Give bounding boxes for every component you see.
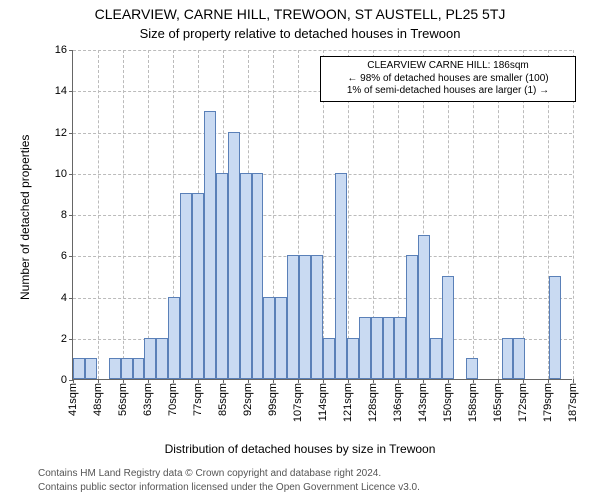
x-tick: 77sqm <box>192 379 204 416</box>
histogram-bar <box>335 173 347 379</box>
y-tick: 6 <box>61 250 73 262</box>
histogram-bar <box>466 358 478 379</box>
gridline-v <box>98 50 99 379</box>
y-axis-label: Number of detached properties <box>18 135 32 300</box>
x-tick: 92sqm <box>242 379 254 416</box>
x-tick: 158sqm <box>467 379 479 422</box>
histogram-bar <box>133 358 145 379</box>
histogram-bar <box>168 297 180 380</box>
histogram-bar <box>180 193 192 379</box>
page-title: CLEARVIEW, CARNE HILL, TREWOON, ST AUSTE… <box>0 6 600 22</box>
x-tick: 179sqm <box>542 379 554 422</box>
histogram-bar <box>311 255 323 379</box>
y-tick: 16 <box>55 44 73 56</box>
x-axis-label: Distribution of detached houses by size … <box>0 442 600 456</box>
histogram-bar <box>263 297 275 380</box>
x-tick: 143sqm <box>417 379 429 422</box>
x-tick: 56sqm <box>117 379 129 416</box>
x-tick: 114sqm <box>317 379 329 421</box>
x-tick: 128sqm <box>367 379 379 422</box>
annotation-line2: ← 98% of detached houses are smaller (10… <box>326 73 570 86</box>
histogram-bar <box>109 358 121 379</box>
histogram-bar <box>156 338 168 379</box>
x-tick: 99sqm <box>267 379 279 416</box>
histogram-bar <box>252 173 264 379</box>
x-tick: 121sqm <box>342 379 354 422</box>
annotation-line3: 1% of semi-detached houses are larger (1… <box>326 85 570 98</box>
histogram-bar <box>121 358 133 379</box>
x-tick: 172sqm <box>517 379 529 422</box>
y-tick: 8 <box>61 209 73 221</box>
histogram-bar <box>430 338 442 379</box>
histogram-bar <box>502 338 514 379</box>
y-tick: 14 <box>55 85 73 97</box>
histogram-bar <box>204 111 216 379</box>
x-tick: 63sqm <box>142 379 154 416</box>
histogram-bar <box>323 338 335 379</box>
footer-line1: Contains HM Land Registry data © Crown c… <box>38 468 381 479</box>
histogram-bar <box>85 358 97 379</box>
histogram-bar <box>406 255 418 379</box>
histogram-bar <box>73 358 85 379</box>
histogram-bar <box>299 255 311 379</box>
histogram-bar <box>216 173 228 379</box>
histogram-bar <box>228 132 240 380</box>
x-tick: 150sqm <box>442 379 454 422</box>
histogram-bar <box>371 317 383 379</box>
y-tick: 4 <box>61 292 73 304</box>
x-tick: 165sqm <box>492 379 504 422</box>
y-tick: 12 <box>55 127 73 139</box>
x-tick: 48sqm <box>92 379 104 416</box>
x-tick: 136sqm <box>392 379 404 422</box>
gridline-v <box>123 50 124 379</box>
histogram-bar <box>240 173 252 379</box>
x-tick: 187sqm <box>567 379 579 422</box>
histogram-bar <box>275 297 287 380</box>
histogram-bar <box>442 276 454 379</box>
histogram-bar <box>513 338 525 379</box>
footer-line2: Contains public sector information licen… <box>38 482 420 493</box>
page-subtitle: Size of property relative to detached ho… <box>0 26 600 41</box>
histogram-bar <box>359 317 371 379</box>
histogram-bar <box>394 317 406 379</box>
x-tick: 85sqm <box>217 379 229 416</box>
gridline-v <box>148 50 149 379</box>
x-tick: 107sqm <box>292 379 304 422</box>
x-tick: 41sqm <box>67 379 79 416</box>
x-tick: 70sqm <box>167 379 179 416</box>
y-tick: 10 <box>55 168 73 180</box>
histogram-bar <box>192 193 204 379</box>
annotation-box: CLEARVIEW CARNE HILL: 186sqm ← 98% of de… <box>320 56 576 102</box>
histogram-bar <box>347 338 359 379</box>
histogram-bar <box>418 235 430 379</box>
annotation-line1: CLEARVIEW CARNE HILL: 186sqm <box>326 60 570 73</box>
y-tick: 2 <box>61 333 73 345</box>
histogram-bar <box>549 276 561 379</box>
histogram-bar <box>383 317 395 379</box>
histogram-bar <box>144 338 156 379</box>
histogram-bar <box>287 255 299 379</box>
